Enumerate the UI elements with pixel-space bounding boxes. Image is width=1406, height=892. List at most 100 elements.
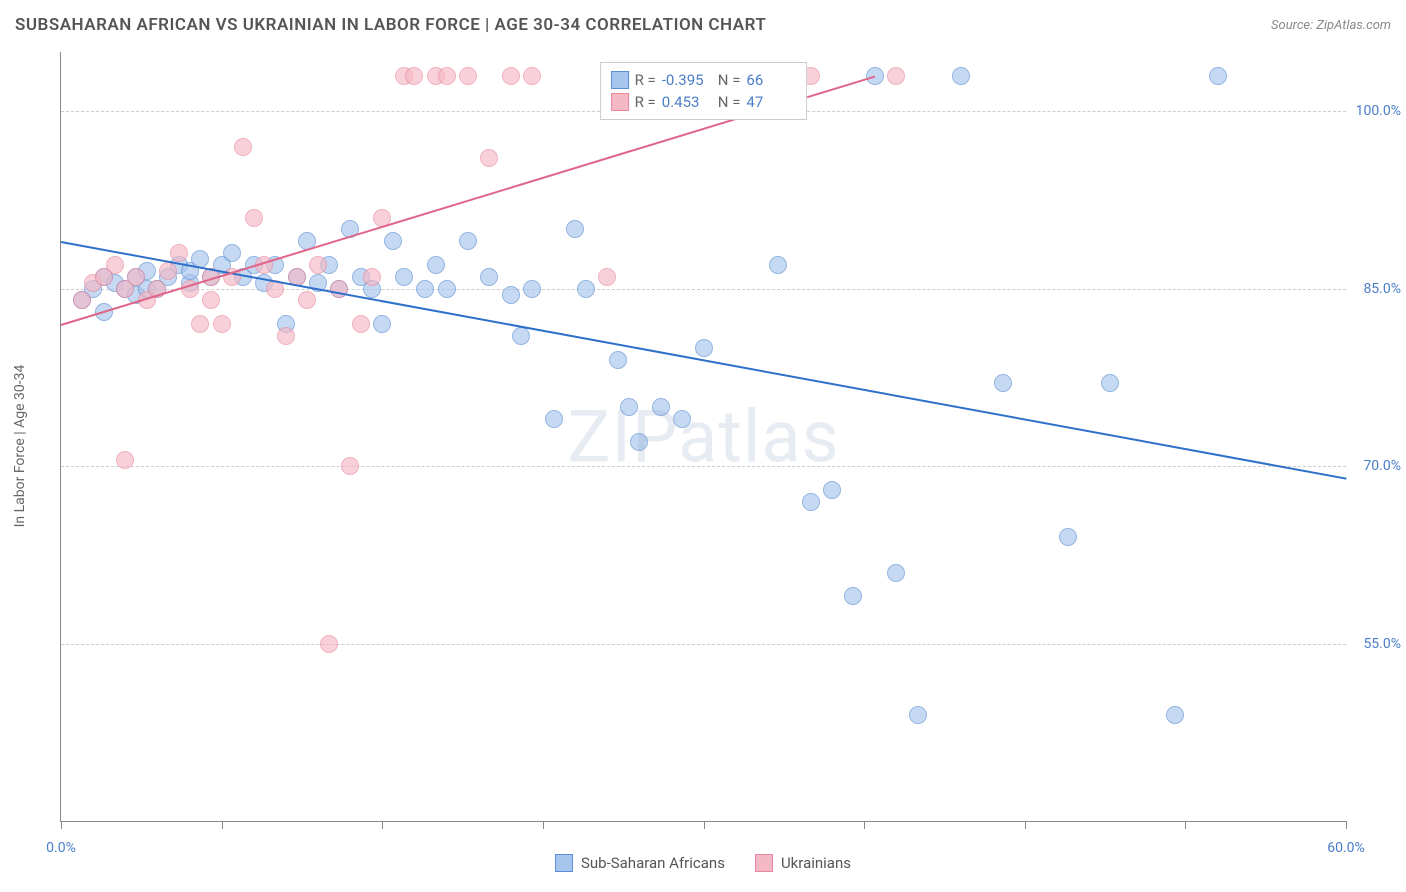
scatter-point bbox=[438, 67, 456, 85]
n-value-1: 66 bbox=[746, 71, 796, 89]
scatter-plot: ZIPatlas R = -0.395 N = 66 R = 0.453 N =… bbox=[60, 52, 1346, 822]
y-tick-label: 85.0% bbox=[1363, 281, 1401, 297]
scatter-point bbox=[769, 256, 787, 274]
legend: Sub-Saharan Africans Ukrainians bbox=[555, 854, 851, 872]
x-tick bbox=[543, 821, 544, 829]
scatter-point bbox=[1101, 374, 1119, 392]
x-tick bbox=[864, 821, 865, 829]
scatter-point bbox=[952, 67, 970, 85]
chart-title: SUBSAHARAN AFRICAN VS UKRAINIAN IN LABOR… bbox=[15, 15, 766, 35]
scatter-point bbox=[416, 280, 434, 298]
gridline bbox=[61, 644, 1346, 645]
scatter-point bbox=[438, 280, 456, 298]
n-label: N = bbox=[718, 93, 741, 111]
n-label: N = bbox=[718, 71, 741, 89]
scatter-point bbox=[277, 327, 295, 345]
legend-swatch-1 bbox=[555, 854, 573, 872]
scatter-point bbox=[598, 268, 616, 286]
x-tick-label: 60.0% bbox=[1327, 840, 1365, 856]
scatter-point bbox=[405, 67, 423, 85]
x-tick bbox=[1185, 821, 1186, 829]
correlation-stats-box: R = -0.395 N = 66 R = 0.453 N = 47 bbox=[600, 62, 808, 120]
x-tick bbox=[1346, 821, 1347, 829]
scatter-point bbox=[373, 315, 391, 333]
scatter-point bbox=[480, 268, 498, 286]
swatch-series1 bbox=[611, 71, 629, 89]
chart-header: SUBSAHARAN AFRICAN VS UKRAINIAN IN LABOR… bbox=[15, 15, 1391, 35]
x-tick bbox=[61, 821, 62, 829]
x-tick bbox=[382, 821, 383, 829]
scatter-point bbox=[994, 374, 1012, 392]
scatter-point bbox=[887, 67, 905, 85]
scatter-point bbox=[545, 410, 563, 428]
scatter-point bbox=[298, 291, 316, 309]
r-value-1: -0.395 bbox=[662, 71, 712, 89]
scatter-point bbox=[384, 232, 402, 250]
scatter-point bbox=[1166, 706, 1184, 724]
scatter-point bbox=[802, 493, 820, 511]
scatter-point bbox=[116, 451, 134, 469]
scatter-point bbox=[213, 315, 231, 333]
scatter-point bbox=[191, 315, 209, 333]
scatter-point bbox=[609, 351, 627, 369]
x-tick-label: 0.0% bbox=[46, 840, 76, 856]
n-value-2: 47 bbox=[746, 93, 796, 111]
scatter-point bbox=[73, 291, 91, 309]
scatter-point bbox=[480, 149, 498, 167]
scatter-point bbox=[170, 244, 188, 262]
legend-label-2: Ukrainians bbox=[781, 854, 851, 872]
scatter-point bbox=[127, 268, 145, 286]
r-label: R = bbox=[635, 71, 656, 89]
scatter-point bbox=[223, 244, 241, 262]
legend-item-2: Ukrainians bbox=[755, 854, 851, 872]
scatter-point bbox=[566, 220, 584, 238]
scatter-point bbox=[309, 256, 327, 274]
x-tick bbox=[1025, 821, 1026, 829]
stats-row-series2: R = 0.453 N = 47 bbox=[611, 91, 797, 113]
scatter-point bbox=[352, 315, 370, 333]
scatter-point bbox=[887, 564, 905, 582]
scatter-point bbox=[512, 327, 530, 345]
scatter-point bbox=[577, 280, 595, 298]
scatter-point bbox=[202, 291, 220, 309]
legend-swatch-2 bbox=[755, 854, 773, 872]
x-tick bbox=[222, 821, 223, 829]
stats-row-series1: R = -0.395 N = 66 bbox=[611, 69, 797, 91]
scatter-point bbox=[395, 268, 413, 286]
r-label: R = bbox=[635, 93, 656, 111]
scatter-point bbox=[673, 410, 691, 428]
r-value-2: 0.453 bbox=[662, 93, 712, 111]
scatter-point bbox=[620, 398, 638, 416]
legend-label-1: Sub-Saharan Africans bbox=[581, 854, 725, 872]
scatter-point bbox=[427, 256, 445, 274]
trend-line bbox=[61, 241, 1346, 480]
scatter-point bbox=[459, 67, 477, 85]
scatter-point bbox=[502, 67, 520, 85]
source-attribution: Source: ZipAtlas.com bbox=[1271, 18, 1391, 33]
scatter-point bbox=[320, 635, 338, 653]
scatter-point bbox=[844, 587, 862, 605]
scatter-point bbox=[245, 209, 263, 227]
scatter-point bbox=[1209, 67, 1227, 85]
swatch-series2 bbox=[611, 93, 629, 111]
y-tick-label: 70.0% bbox=[1363, 458, 1401, 474]
scatter-point bbox=[363, 268, 381, 286]
scatter-point bbox=[823, 481, 841, 499]
scatter-point bbox=[234, 138, 252, 156]
scatter-point bbox=[909, 706, 927, 724]
scatter-point bbox=[159, 262, 177, 280]
scatter-point bbox=[652, 398, 670, 416]
gridline bbox=[61, 289, 1346, 290]
scatter-point bbox=[502, 286, 520, 304]
gridline bbox=[61, 466, 1346, 467]
scatter-point bbox=[341, 457, 359, 475]
y-axis-label: In Labor Force | Age 30-34 bbox=[12, 365, 28, 528]
scatter-point bbox=[523, 67, 541, 85]
scatter-point bbox=[459, 232, 477, 250]
scatter-point bbox=[523, 280, 541, 298]
scatter-point bbox=[106, 256, 124, 274]
legend-item-1: Sub-Saharan Africans bbox=[555, 854, 725, 872]
y-tick-label: 100.0% bbox=[1356, 103, 1401, 119]
x-tick bbox=[704, 821, 705, 829]
y-tick-label: 55.0% bbox=[1363, 636, 1401, 652]
